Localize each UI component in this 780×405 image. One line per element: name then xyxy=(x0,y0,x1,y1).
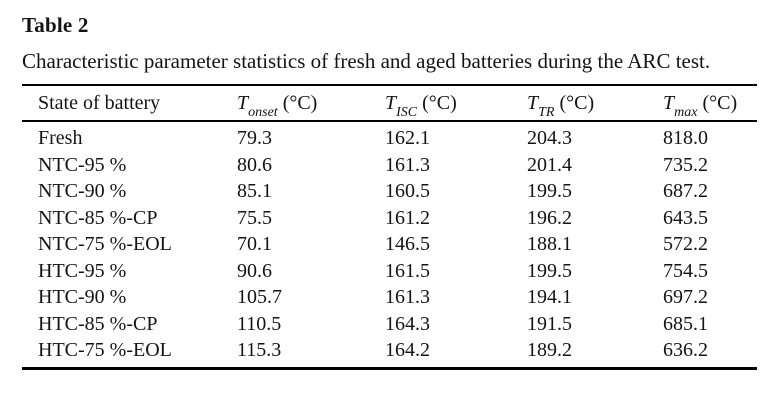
table-row: NTC-85 %-CP 75.5 161.2 196.2 643.5 xyxy=(22,205,757,232)
value-cell: 161.5 xyxy=(385,259,430,282)
battery-state-cell: HTC-75 %-EOL xyxy=(38,339,172,361)
symbol-subscript: TR xyxy=(538,104,555,120)
column-header: Tmax (°C) xyxy=(663,85,757,122)
value-cell: 161.3 xyxy=(385,153,430,176)
table-row: NTC-75 %-EOL 70.1 146.5 188.1 572.2 xyxy=(22,231,757,258)
value-cell: 161.2 xyxy=(385,206,430,229)
value-cell: 201.4 xyxy=(527,153,572,176)
value-cell: 685.1 xyxy=(663,312,708,335)
value-cell: 146.5 xyxy=(385,233,430,255)
column-header: State of battery xyxy=(22,85,237,122)
table-body: Fresh 79.3 162.1 204.3 818.0 NTC-95 % 80.6 161.… xyxy=(22,121,757,368)
value-cell: 160.5 xyxy=(385,180,430,202)
value-cell: 191.5 xyxy=(527,312,572,335)
table-row: HTC-85 %-CP 110.5 164.3 191.5 685.1 xyxy=(22,311,757,338)
value-cell: 188.1 xyxy=(527,233,572,255)
value-cell: 161.3 xyxy=(385,286,430,308)
table-row: NTC-90 % 85.1 160.5 199.5 687.2 xyxy=(22,178,757,205)
symbol-subscript: onset xyxy=(248,104,278,120)
value-cell: 110.5 xyxy=(237,312,282,335)
value-cell: 194.1 xyxy=(527,286,572,308)
value-cell: 80.6 xyxy=(237,153,272,176)
battery-state-cell: HTC-95 % xyxy=(38,259,127,282)
value-cell: 115.3 xyxy=(237,339,282,361)
table-row: HTC-90 % 105.7 161.3 194.1 697.2 xyxy=(22,284,757,311)
value-cell: 204.3 xyxy=(527,127,572,149)
battery-state-cell: HTC-85 %-CP xyxy=(38,312,158,335)
table-header: State of battery Tonset (°C) TISC (°C) TTR … xyxy=(22,85,757,122)
value-cell: 164.2 xyxy=(385,339,430,361)
column-header: Tonset (°C) xyxy=(237,85,385,122)
value-cell: 754.5 xyxy=(663,259,708,282)
value-cell: 79.3 xyxy=(237,127,272,149)
battery-state-cell: NTC-75 %-EOL xyxy=(38,233,172,255)
value-cell: 735.2 xyxy=(663,153,708,176)
value-cell: 105.7 xyxy=(237,286,282,308)
battery-state-cell: Fresh xyxy=(38,127,83,149)
battery-state-cell: NTC-95 % xyxy=(38,153,127,176)
value-cell: 818.0 xyxy=(663,127,708,149)
battery-state-cell: NTC-85 %-CP xyxy=(38,206,158,229)
symbol-base: T xyxy=(385,91,397,114)
symbol-base: T xyxy=(663,91,675,114)
table-row: HTC-75 %-EOL 115.3 164.2 189.2 636.2 xyxy=(22,337,757,368)
column-header: TTR (°C) xyxy=(527,85,663,122)
value-cell: 643.5 xyxy=(663,206,708,229)
value-cell: 199.5 xyxy=(527,259,572,282)
header-row: State of battery Tonset (°C) TISC (°C) TTR … xyxy=(22,85,757,122)
symbol-base: T xyxy=(527,91,539,114)
value-cell: 199.5 xyxy=(527,180,572,202)
value-cell: 697.2 xyxy=(663,286,708,308)
table-row: HTC-95 % 90.6 161.5 199.5 754.5 xyxy=(22,258,757,285)
symbol-subscript: ISC xyxy=(396,104,418,120)
value-cell: 196.2 xyxy=(527,206,572,229)
value-cell: 85.1 xyxy=(237,180,272,202)
value-cell: 572.2 xyxy=(663,233,708,255)
symbol-subscript: max xyxy=(674,104,698,120)
symbol-base: T xyxy=(237,91,249,114)
data-table: State of battery Tonset (°C) TISC (°C) TTR … xyxy=(22,84,757,370)
value-cell: 636.2 xyxy=(663,339,708,361)
table-row: Fresh 79.3 162.1 204.3 818.0 xyxy=(22,121,757,152)
value-cell: 70.1 xyxy=(237,233,272,255)
battery-state-cell: NTC-90 % xyxy=(38,180,127,202)
column-header: TISC (°C) xyxy=(385,85,527,122)
value-cell: 189.2 xyxy=(527,339,572,361)
value-cell: 687.2 xyxy=(663,180,708,202)
table-row: NTC-95 % 80.6 161.3 201.4 735.2 xyxy=(22,152,757,179)
table-caption: Characteristic parameter statistics of f… xyxy=(22,49,711,73)
value-cell: 162.1 xyxy=(385,127,430,149)
value-cell: 164.3 xyxy=(385,312,430,335)
battery-state-cell: HTC-90 % xyxy=(38,286,127,308)
value-cell: 90.6 xyxy=(237,259,272,282)
value-cell: 75.5 xyxy=(237,206,272,229)
table-title: Table 2 xyxy=(22,13,89,37)
